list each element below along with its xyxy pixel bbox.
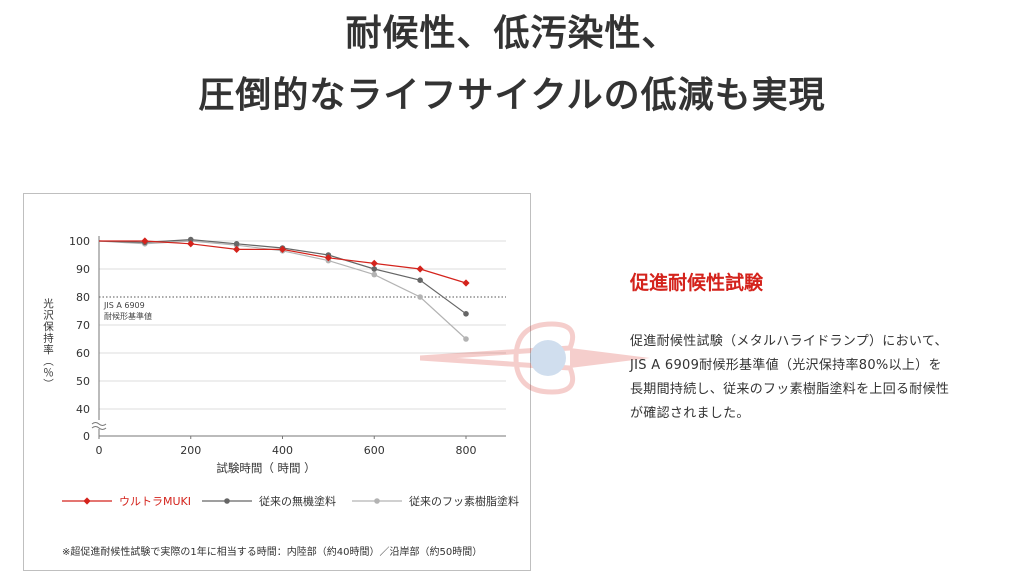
legend-item-2: 従来のフッ素樹脂塗料 — [352, 494, 519, 508]
legend-item-1: 従来の無機塗料 — [202, 494, 336, 508]
x-tick-400: 400 — [272, 444, 293, 457]
series-0-point-100 — [141, 237, 149, 245]
axis-break-wave-1 — [91, 422, 107, 426]
legend-marker-2 — [374, 498, 380, 504]
series-2-line — [98, 240, 467, 340]
series-1-point-800 — [463, 311, 469, 317]
side-panel-title: 促進耐候性試験 — [630, 272, 764, 294]
series-1-point-600 — [371, 266, 378, 272]
y-tick-90: 90 — [76, 263, 90, 276]
x-tick-800: 800 — [456, 444, 477, 457]
chart-footnote: ※超促進耐候性試験で実際の1年に相当する時間：内陸部（約40時間）／沿岸部（約5… — [62, 545, 482, 558]
chart-series — [98, 236, 470, 342]
gloss-retention-chart: JIS A 6909耐候形基準値 0 40 50 60 70 80 90 100 0 200 40… — [42, 235, 519, 558]
legend-label-1: 従来の無機塗料 — [259, 494, 336, 508]
series-0-point-600 — [370, 259, 378, 267]
y-tick-labels: 0 40 50 60 70 80 90 100 — [69, 235, 90, 443]
x-tick-0: 0 — [96, 444, 103, 457]
brand-watermark-icon — [420, 321, 650, 395]
chart-grid — [99, 240, 506, 410]
series-0-point-200 — [187, 240, 195, 248]
series-2-point-800 — [463, 336, 469, 342]
series-0-point-400 — [278, 245, 287, 253]
x-tick-labels: 0 200 400 600 800 — [96, 444, 477, 457]
series-2-point-600 — [371, 271, 378, 278]
legend-item-0: ウルトラMUKI — [62, 495, 191, 508]
chart-legend: ウルトラMUKI 従来の無機塗料 従来のフッ素樹脂塗料 — [62, 494, 519, 508]
reference-line-group: JIS A 6909耐候形基準値 — [99, 296, 506, 321]
chart-panel: JIS A 6909 耐候形基準値 0 40 50 60 70 80 90 100 0 200 40… — [23, 193, 531, 571]
series-1-point-700 — [417, 277, 423, 283]
y-tick-60: 60 — [76, 347, 90, 360]
series-0-point-800 — [462, 279, 470, 287]
y-tick-0: 0 — [83, 430, 90, 443]
x-axis-label: 試験時間（ 時間 ） — [216, 461, 315, 475]
legend-marker-1 — [224, 498, 230, 504]
series-0-point-300 — [233, 245, 241, 253]
legend-label-2: 従来のフッ素樹脂塗料 — [409, 494, 519, 508]
y-tick-100: 100 — [69, 235, 90, 248]
series-0-point-500 — [324, 254, 332, 262]
headline-line-2: 圧倒的なライフサイクルの低減も実現 — [198, 75, 826, 116]
reference-label-line-1: JIS A 6909 — [103, 301, 145, 310]
reference-label-line-2: 耐候形基準値 — [104, 311, 152, 321]
y-tick-80: 80 — [76, 291, 90, 304]
x-tick-600: 600 — [364, 444, 385, 457]
series-1-point-300 — [233, 241, 240, 247]
legend-label-0: ウルトラMUKI — [119, 495, 191, 508]
series-2 — [98, 238, 469, 342]
series-1-point-200 — [187, 236, 194, 243]
series-2-point-700 — [417, 294, 423, 300]
y-tick-40: 40 — [76, 403, 90, 416]
y-tick-50: 50 — [76, 375, 90, 388]
chart-axes — [91, 236, 506, 439]
y-axis-label: 光沢保持率（％） — [42, 297, 54, 390]
headline-line-1: 耐候性、低汚染性、 — [345, 13, 679, 54]
legend-marker-0 — [83, 497, 91, 505]
axis-break-icon — [91, 420, 107, 430]
series-0-point-700 — [416, 265, 424, 273]
y-tick-70: 70 — [76, 319, 90, 332]
axis-break-wave-2 — [91, 426, 107, 430]
side-panel-body: 促進耐候性試験（メタルハライドランプ）において、JIS A 6909耐候形基準値… — [630, 334, 950, 421]
x-tick-200: 200 — [180, 444, 201, 457]
